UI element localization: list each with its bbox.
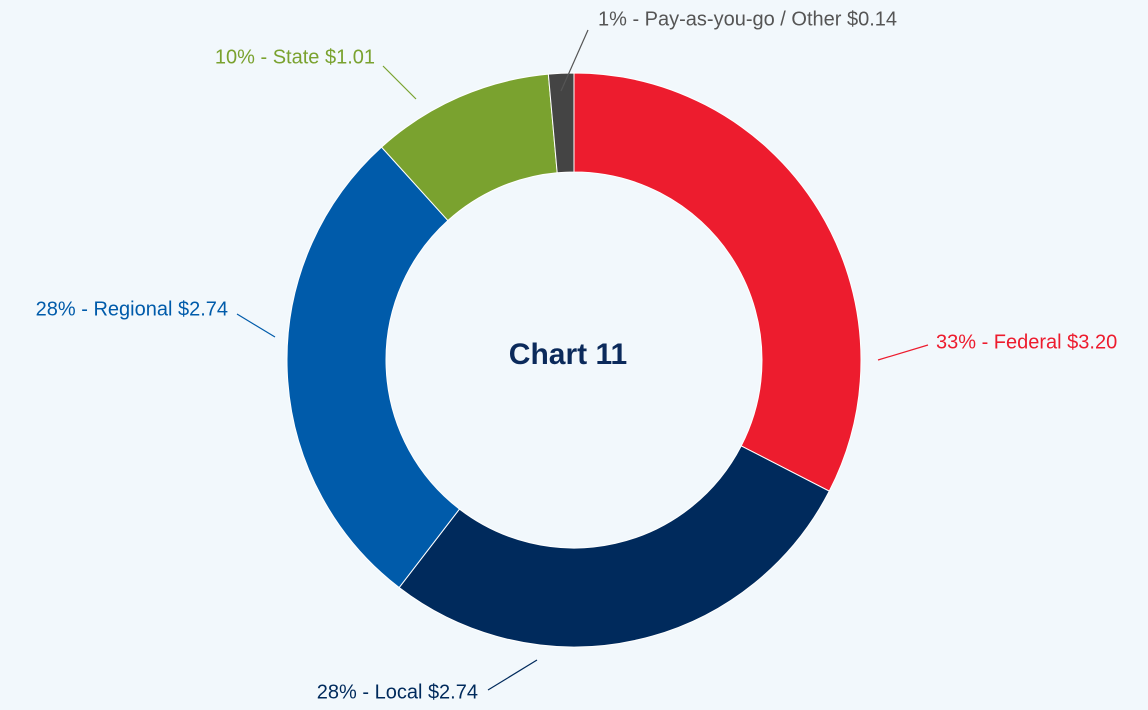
leader-line: [877, 344, 929, 361]
slice-label: 28% - Regional $2.74: [36, 298, 228, 320]
donut-slice: [573, 72, 862, 492]
donut-slice: [547, 72, 575, 174]
leader-line: [236, 313, 276, 338]
donut-slice: [398, 445, 830, 648]
slice-label: 1% - Pay-as-you-go / Other $0.14: [598, 8, 897, 30]
donut: 33% - Federal $3.20 28% - Local $2.74 28% …: [36, 8, 1118, 703]
leader-line: [382, 65, 417, 100]
leader-line: [487, 659, 538, 691]
slice-label: 10% - State $1.01: [215, 46, 375, 68]
slice-label: 28% - Local $2.74: [317, 681, 478, 703]
leader-line: [560, 29, 589, 92]
slice-label: 33% - Federal $3.20: [936, 331, 1117, 353]
donut-slice: [286, 146, 461, 589]
chart-title: Chart 11: [509, 338, 627, 371]
